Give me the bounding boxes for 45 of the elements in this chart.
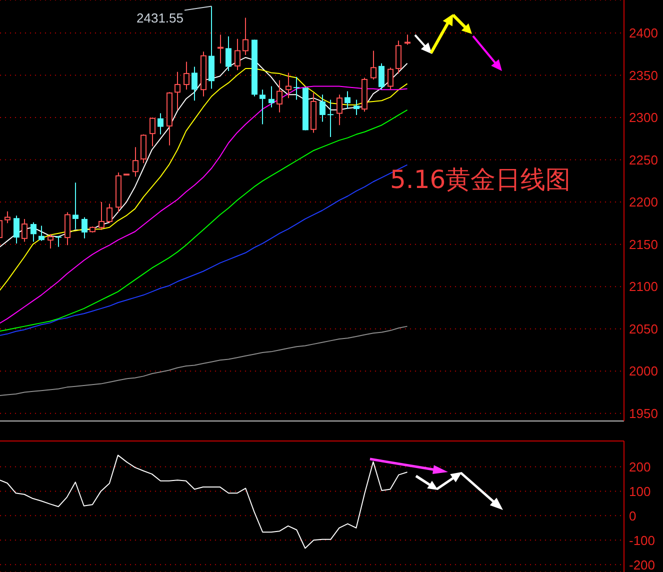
y-tick-label: 2300 [629,110,658,126]
candlestick [14,215,20,244]
candlestick [242,17,248,56]
candlestick [396,40,402,74]
y-tick-label: -100 [629,532,656,548]
candlestick [260,89,266,125]
y-tick-label: 1950 [629,406,658,422]
candlestick [72,182,78,230]
candlestick [344,90,350,110]
y-tick-label: 100 [629,484,651,499]
y-tick-label: 2250 [629,152,658,168]
candlestick [174,71,180,110]
y-tick-label: 2150 [629,236,658,252]
candlestick [82,216,88,239]
candlestick [158,112,164,135]
candlestick [294,76,300,100]
candlestick [328,99,334,138]
line-series [0,454,408,549]
candlestick [132,146,138,178]
candlestick [354,99,360,116]
candlestick [320,94,326,122]
y-tick-label: 2000 [629,364,658,379]
y-tick-label: 2100 [629,279,658,294]
annotation: 2431.55 [136,10,184,26]
y-tick-label: 200 [629,459,651,474]
candlestick [56,235,62,248]
y-tick-label: -200 [629,557,656,572]
candlestick [184,61,190,90]
candlestick [192,66,198,102]
y-tick-label: 2200 [629,194,658,210]
candlestick [38,225,44,242]
candlestick [268,86,274,108]
y-tick-label: 2350 [629,68,658,83]
candlestick [276,80,282,113]
y-tick-label: 2050 [629,321,658,336]
candlestick [30,222,36,242]
y-tick-label: 0 [629,508,636,524]
candlestick [378,62,384,90]
text: 5.16黄金日线图 [390,165,571,194]
candlestick [226,36,232,72]
line-series [0,326,408,396]
candlestick [200,51,206,97]
y-tick-label: 2400 [629,26,658,41]
candlestick [218,34,224,64]
candlestick [286,72,292,99]
